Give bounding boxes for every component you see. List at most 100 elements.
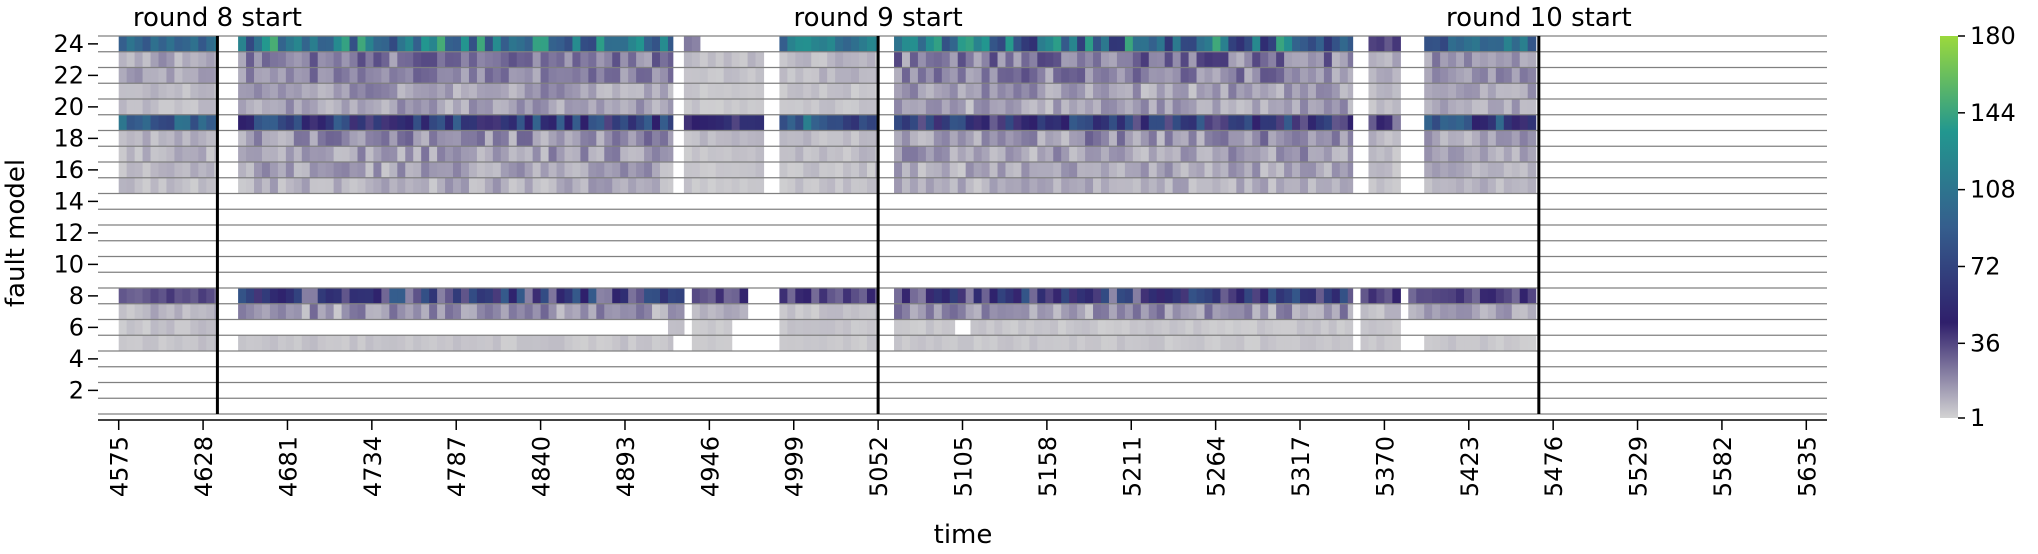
heatmap-cell <box>460 67 470 84</box>
heatmap-cell <box>1156 288 1166 305</box>
heatmap-cell <box>1061 130 1070 147</box>
heatmap-cell <box>1108 146 1118 163</box>
heatmap-cell <box>909 114 919 131</box>
heatmap-cell <box>1013 36 1023 53</box>
heatmap-cell <box>468 130 478 147</box>
heatmap-cell <box>389 114 398 131</box>
heatmap-cell <box>1124 36 1134 53</box>
heatmap-cell <box>524 162 534 179</box>
heatmap-cell <box>238 288 247 305</box>
heatmap-cell <box>787 83 796 100</box>
heatmap-cell <box>365 146 375 163</box>
heatmap-cell <box>989 114 999 131</box>
heatmap-cell <box>349 130 359 147</box>
heatmap-cell <box>819 83 828 100</box>
heatmap-cell <box>1503 146 1513 163</box>
heatmap-cell <box>540 36 550 53</box>
heatmap-cell <box>1077 335 1086 352</box>
heatmap-cell <box>1440 67 1449 84</box>
heatmap-cell <box>1392 99 1401 116</box>
heatmap-cell <box>1376 288 1385 305</box>
heatmap-cell <box>1511 162 1521 179</box>
heatmap-cell <box>636 303 645 320</box>
heatmap-cell <box>277 114 287 131</box>
heatmap-cell <box>723 67 733 84</box>
heatmap-cell <box>1053 288 1062 305</box>
heatmap-cell <box>126 83 136 100</box>
heatmap-cell <box>1180 67 1190 84</box>
heatmap-cell <box>859 67 868 84</box>
heatmap-cell <box>1013 114 1023 131</box>
heatmap-cell <box>1180 146 1190 163</box>
heatmap-cell <box>1236 303 1245 320</box>
heatmap-cell <box>285 51 295 68</box>
heatmap-cell <box>158 162 168 179</box>
heatmap-cell <box>1196 51 1206 68</box>
heatmap-cell <box>1408 288 1417 305</box>
heatmap-cell <box>925 335 935 352</box>
heatmap-cell <box>1284 177 1293 194</box>
heatmap-cell <box>1260 335 1269 352</box>
heatmap-cell <box>516 146 526 163</box>
heatmap-cell <box>691 319 701 336</box>
heatmap-cell <box>715 51 725 68</box>
heatmap-cell <box>429 303 438 320</box>
heatmap-cell <box>957 146 967 163</box>
heatmap-cell <box>715 177 725 194</box>
heatmap-cell <box>1503 51 1513 68</box>
heatmap-cell <box>254 303 263 320</box>
heatmap-cell <box>925 177 935 194</box>
heatmap-cell <box>1021 114 1030 131</box>
heatmap-cell <box>453 303 462 320</box>
heatmap-cell <box>779 335 788 352</box>
heatmap-cell <box>925 130 935 147</box>
heatmap-cell <box>747 114 757 131</box>
heatmap-cell <box>1292 335 1301 352</box>
y-tick-label: 12 <box>53 219 84 247</box>
heatmap-cell <box>933 99 943 116</box>
heatmap-cell <box>365 99 375 116</box>
heatmap-cell <box>1228 335 1237 352</box>
heatmap-cell <box>1069 51 1078 68</box>
heatmap-cell <box>325 51 335 68</box>
heatmap-cell <box>238 51 247 68</box>
heatmap-cell <box>269 114 279 131</box>
heatmap-cell <box>445 51 454 68</box>
heatmap-cell <box>182 177 191 194</box>
heatmap-cell <box>1140 83 1150 100</box>
heatmap-cell <box>1336 319 1346 336</box>
heatmap-cell <box>739 99 749 116</box>
heatmap-cell <box>1448 36 1457 53</box>
heatmap-cell <box>851 114 860 131</box>
heatmap-cell <box>1037 99 1046 116</box>
heatmap-cell <box>261 146 271 163</box>
heatmap-cell <box>1204 130 1214 147</box>
heatmap-cell <box>1196 303 1206 320</box>
heatmap-cell <box>1101 130 1110 147</box>
heatmap-cell <box>588 162 597 179</box>
heatmap-cell <box>827 335 836 352</box>
heatmap-cell <box>1511 114 1521 131</box>
heatmap-cell <box>429 83 438 100</box>
heatmap-cell <box>1061 51 1070 68</box>
heatmap-cell <box>989 67 999 84</box>
heatmap-cell <box>261 335 271 352</box>
heatmap-cell <box>476 130 486 147</box>
heatmap-cell <box>1077 303 1086 320</box>
heatmap-cell <box>1300 288 1309 305</box>
heatmap-cell <box>1137 319 1147 336</box>
heatmap-cell <box>909 288 919 305</box>
heatmap-cell <box>1284 162 1293 179</box>
heatmap-cell <box>1424 83 1433 100</box>
heatmap-cell <box>405 51 414 68</box>
heatmap-cell <box>540 130 550 147</box>
heatmap-cell <box>126 99 136 116</box>
heatmap-cell <box>1479 162 1489 179</box>
heatmap-cell <box>1392 67 1401 84</box>
heatmap-cell <box>1323 99 1333 116</box>
heatmap-cell <box>1013 99 1023 116</box>
heatmap-cell <box>1292 146 1301 163</box>
heatmap-cell <box>1124 51 1134 68</box>
heatmap-cell <box>739 130 749 147</box>
heatmap-cell <box>1292 177 1301 194</box>
